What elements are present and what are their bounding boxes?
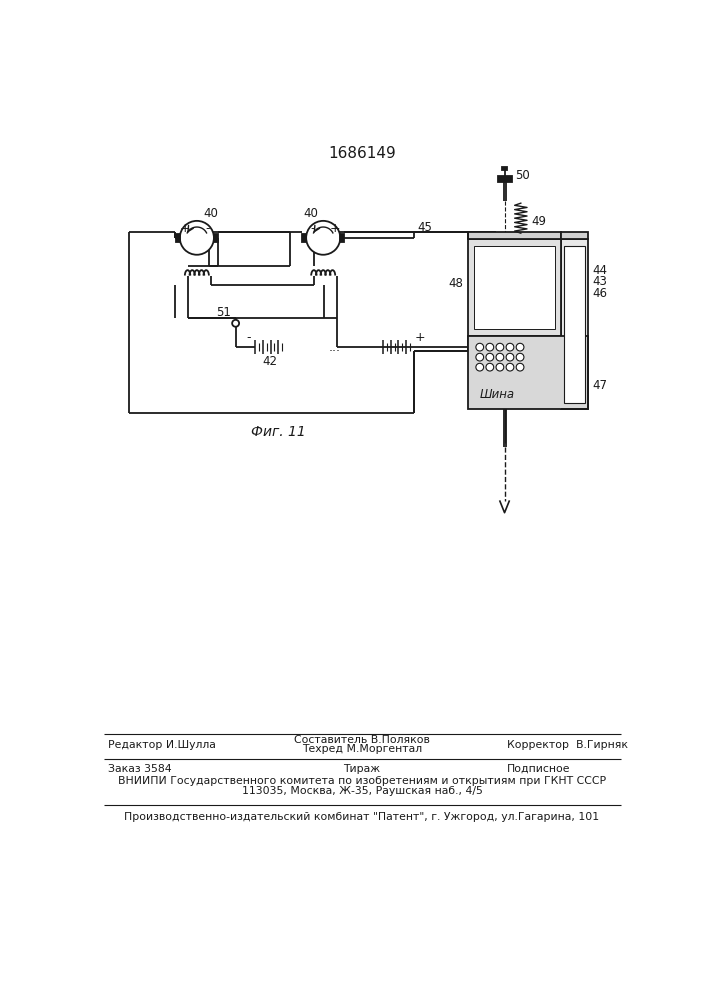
- Text: +: +: [329, 222, 340, 235]
- Text: ВНИИПИ Государственного комитета по изобретениям и открытиям при ГКНТ СССР: ВНИИПИ Государственного комитета по изоб…: [118, 776, 606, 786]
- Bar: [340, 234, 344, 242]
- Text: Шина: Шина: [480, 388, 515, 401]
- Bar: [502, 167, 507, 170]
- Text: +: +: [415, 331, 426, 344]
- Bar: [214, 234, 218, 242]
- Text: Техред М.Моргентал: Техред М.Моргентал: [302, 744, 422, 754]
- Bar: [564, 246, 585, 403]
- Text: Заказ 3584: Заказ 3584: [107, 764, 171, 774]
- Bar: [561, 232, 588, 239]
- Text: Тираж: Тираж: [344, 764, 380, 774]
- Text: 43: 43: [592, 275, 607, 288]
- Circle shape: [476, 343, 484, 351]
- Text: 40: 40: [304, 207, 319, 220]
- Bar: [176, 234, 180, 242]
- Text: Подписное: Подписное: [507, 764, 571, 774]
- Circle shape: [496, 343, 504, 351]
- Text: 47: 47: [592, 379, 607, 392]
- Text: 49: 49: [531, 215, 546, 228]
- Circle shape: [506, 353, 514, 361]
- Text: 50: 50: [515, 169, 530, 182]
- Circle shape: [306, 221, 340, 255]
- Text: 48: 48: [449, 277, 464, 290]
- Circle shape: [496, 353, 504, 361]
- Circle shape: [232, 320, 239, 327]
- Circle shape: [486, 363, 493, 371]
- Text: 42: 42: [263, 355, 278, 368]
- Circle shape: [180, 221, 214, 255]
- Circle shape: [516, 363, 524, 371]
- Text: ...: ...: [329, 341, 341, 354]
- Circle shape: [506, 363, 514, 371]
- Text: Производственно-издательский комбинат "Патент", г. Ужгород, ул.Гагарина, 101: Производственно-издательский комбинат "П…: [124, 812, 600, 822]
- Circle shape: [516, 343, 524, 351]
- Text: 46: 46: [592, 287, 607, 300]
- Circle shape: [506, 343, 514, 351]
- Circle shape: [476, 353, 484, 361]
- Text: 45: 45: [418, 221, 433, 234]
- Text: Фиг. 11: Фиг. 11: [251, 425, 306, 439]
- Text: Редактор И.Шулла: Редактор И.Шулла: [107, 740, 216, 750]
- Bar: [468, 336, 588, 409]
- Text: 40: 40: [203, 207, 218, 220]
- Bar: [561, 239, 588, 409]
- Text: 44: 44: [592, 264, 607, 277]
- Bar: [303, 234, 306, 242]
- Text: 1686149: 1686149: [328, 146, 396, 161]
- Bar: [498, 176, 513, 182]
- Text: 113035, Москва, Ж-35, Раушская наб., 4/5: 113035, Москва, Ж-35, Раушская наб., 4/5: [242, 786, 482, 796]
- Circle shape: [496, 363, 504, 371]
- Circle shape: [486, 343, 493, 351]
- Text: Корректор  В.Гирняк: Корректор В.Гирняк: [507, 740, 628, 750]
- Text: +: +: [180, 222, 191, 235]
- Circle shape: [486, 353, 493, 361]
- Text: Составитель В.Поляков: Составитель В.Поляков: [294, 735, 430, 745]
- Bar: [474, 246, 555, 329]
- Bar: [468, 232, 561, 239]
- Text: -: -: [310, 222, 315, 235]
- Text: -: -: [247, 331, 251, 344]
- Circle shape: [476, 363, 484, 371]
- Text: -: -: [206, 222, 210, 235]
- Text: 51: 51: [216, 306, 231, 319]
- Circle shape: [516, 353, 524, 361]
- Bar: [468, 239, 561, 336]
